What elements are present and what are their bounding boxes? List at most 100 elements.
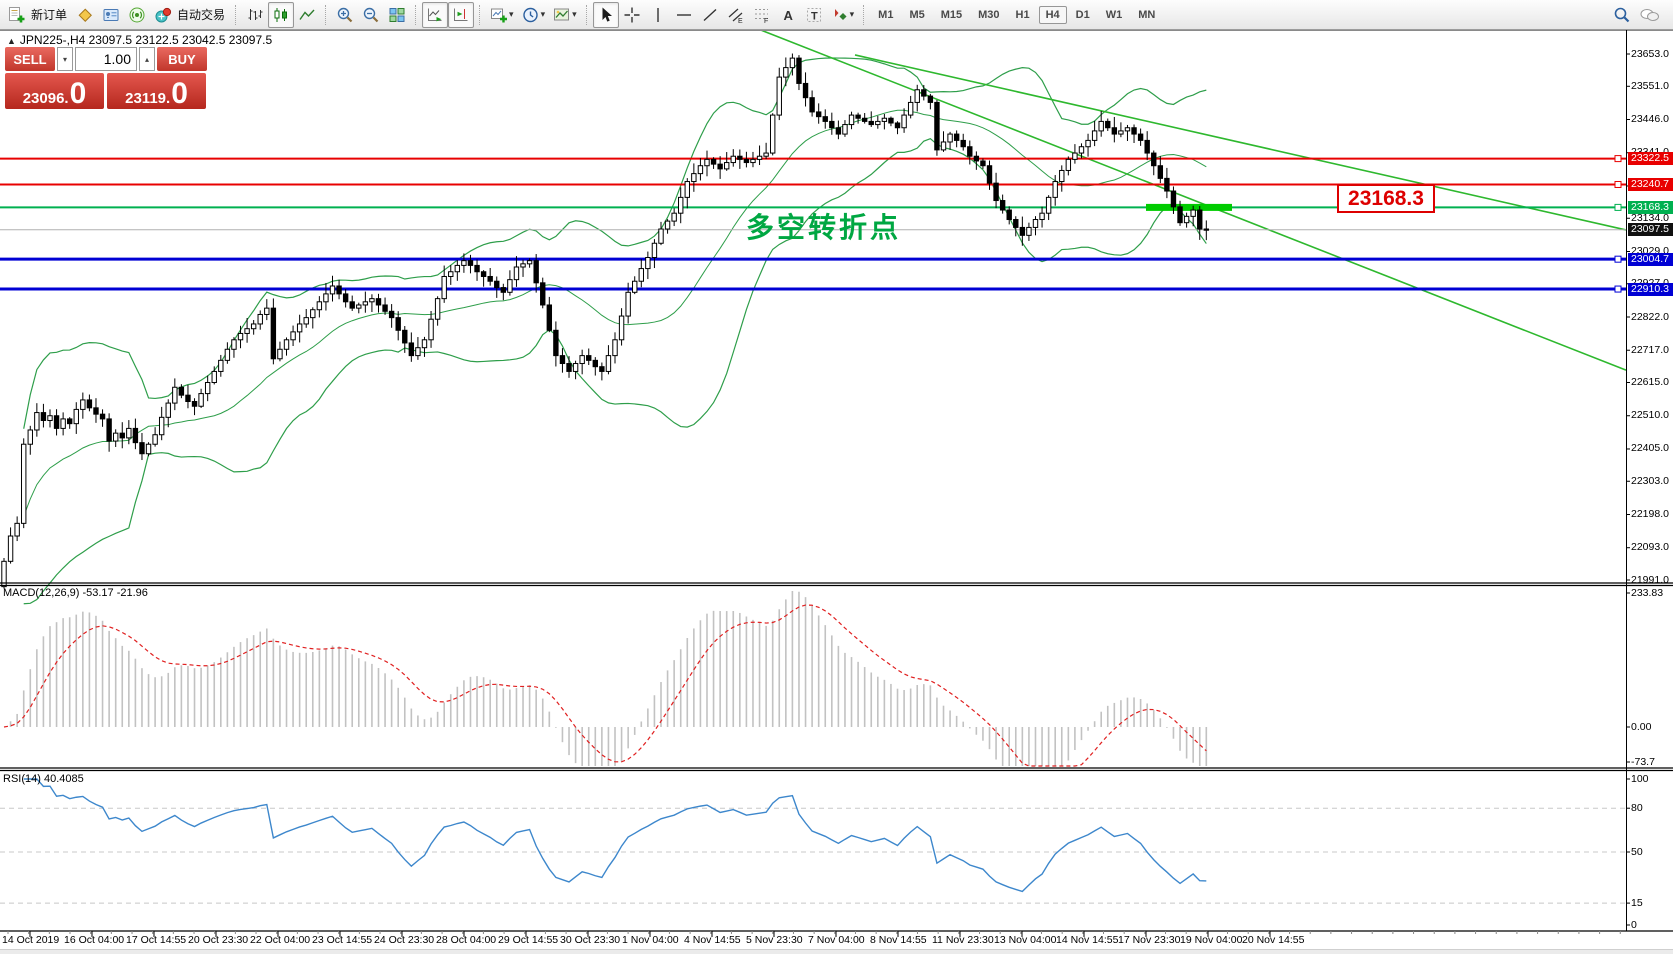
buy-price-main: 23119.: [125, 90, 171, 107]
time-tick-label: 22 Oct 04:00: [250, 934, 311, 946]
sell-price[interactable]: 23096. 0: [5, 73, 104, 109]
timeframe-w1[interactable]: W1: [1105, 8, 1123, 21]
toolbar-separator: [235, 4, 237, 25]
chart-shift-button[interactable]: [448, 1, 475, 28]
timeframe-m1[interactable]: M1: [878, 8, 894, 21]
search-icon[interactable]: [1613, 6, 1631, 24]
zoom-in-icon: [337, 7, 353, 22]
clock-icon: [522, 7, 538, 22]
svg-text:T: T: [811, 10, 818, 22]
svg-text:A: A: [783, 8, 793, 23]
time-tick-label: 8 Nov 14:55: [870, 934, 927, 946]
bar-chart-button[interactable]: [242, 2, 268, 28]
time-tick-label: 28 Oct 04:00: [436, 934, 497, 946]
time-tick-label: 5 Nov 23:30: [746, 934, 803, 946]
arrows-shapes-icon: [834, 8, 847, 20]
time-tick-label: 7 Nov 04:00: [808, 934, 865, 946]
timeframe-h4[interactable]: H4: [1038, 5, 1067, 24]
tile-windows-button[interactable]: [384, 2, 410, 28]
chart-canvas[interactable]: [0, 30, 1673, 954]
volume-input[interactable]: [75, 47, 137, 71]
text-label-icon: T: [806, 7, 821, 22]
toolbar-separator: [863, 4, 865, 25]
sell-button[interactable]: SELL: [5, 47, 55, 71]
trendline-tool-button[interactable]: [697, 2, 723, 28]
autotrading-icon: [155, 7, 172, 22]
periods-button[interactable]: ▾: [518, 2, 550, 28]
templates-button[interactable]: ▾: [549, 2, 581, 28]
caret-down-icon: ▾: [572, 9, 577, 19]
new-chart-button[interactable]: ▾: [486, 2, 518, 28]
chart-area: [0, 30, 1673, 954]
caret-down-icon: ▾: [849, 9, 855, 19]
timeframe-mn[interactable]: MN: [1138, 8, 1156, 21]
toolbar-separator: [415, 4, 417, 25]
horizontal-line-icon: [676, 13, 691, 16]
timeframe-d1[interactable]: D1: [1075, 8, 1090, 21]
zoom-out-button[interactable]: [358, 2, 384, 28]
template-image-icon: [554, 8, 570, 20]
time-tick-label: 1 Nov 04:00: [622, 934, 679, 946]
fibonacci-tool-button[interactable]: F: [749, 2, 775, 28]
caret-down-icon: ▾: [540, 9, 546, 19]
chart-shift-icon: [454, 8, 468, 21]
sell-price-big-digit: 0: [69, 77, 87, 110]
volume-increase-button[interactable]: ▴: [139, 47, 155, 71]
window-bottom-edge: [0, 949, 1673, 954]
trendline-icon: [703, 8, 717, 21]
caret-up-icon: ▴: [144, 54, 149, 64]
caret-down-icon: ▾: [509, 9, 514, 19]
rsi-indicator-label: RSI(14) 40.4085: [3, 773, 84, 785]
buy-price-big-digit: 0: [171, 77, 188, 110]
timeframe-m30[interactable]: M30: [978, 8, 1000, 21]
autotrading-button[interactable]: [150, 2, 176, 28]
symbol-title: ▲ JPN225-,H4 23097.5 23122.5 23042.5 2309…: [7, 33, 272, 47]
price-box-annotation: 23168.3: [1337, 184, 1435, 213]
zoom-in-button[interactable]: [332, 2, 358, 28]
time-tick-label: 13 Nov 04:00: [994, 934, 1057, 946]
signal-icon: [129, 7, 145, 22]
arrows-tool-button[interactable]: ▾: [827, 2, 859, 28]
crosshair-icon: [624, 7, 640, 22]
timeframe-m15[interactable]: M15: [940, 8, 963, 21]
collapse-quote-icon[interactable]: ▲: [7, 36, 16, 46]
vertical-line-icon: [656, 7, 659, 22]
candlestick-chart-button[interactable]: [268, 1, 295, 28]
symbol-ohlc-text: JPN225-,H4 23097.5 23122.5 23042.5 23097…: [19, 33, 273, 47]
crosshair-tool-button[interactable]: [619, 2, 645, 28]
horizontal-line-tool-button[interactable]: [671, 2, 697, 28]
text-tool-button[interactable]: A: [775, 2, 801, 28]
new-order-label: 新订单: [31, 8, 68, 22]
svg-text:E: E: [738, 18, 743, 24]
zoom-out-icon: [363, 7, 379, 22]
caret-down-icon: ▾: [62, 54, 67, 64]
profiles-button[interactable]: [72, 2, 98, 28]
buy-price[interactable]: 23119. 0: [107, 73, 206, 109]
auto-scroll-button[interactable]: [422, 1, 449, 28]
bars-chart-icon: [248, 8, 263, 20]
time-tick-label: 14 Oct 2019: [2, 934, 60, 946]
line-chart-button[interactable]: [294, 2, 320, 28]
toolbar-separator: [325, 4, 327, 25]
volume-decrease-button[interactable]: ▾: [57, 47, 73, 71]
vertical-line-tool-button[interactable]: [645, 2, 671, 28]
time-axis[interactable]: 14 Oct 2019 16 Oct 04:00 17 Oct 14:55 20 Oc…: [0, 934, 1673, 949]
auto-scroll-icon: [428, 8, 442, 21]
fibonacci-icon: F: [754, 8, 768, 24]
new-order-button[interactable]: [4, 2, 30, 28]
equidistant-channel-tool-button[interactable]: E: [723, 2, 749, 28]
toolbar-separator: [479, 4, 481, 25]
one-click-trading-panel: SELL ▾ ▴ BUY 23096.0 23119.0: [5, 47, 207, 109]
timeframe-m5[interactable]: M5: [909, 8, 925, 21]
channel-icon: E: [728, 8, 743, 24]
text-label-tool-button[interactable]: T: [801, 2, 827, 28]
market-watch-button[interactable]: [98, 2, 124, 28]
buy-button[interactable]: BUY: [157, 47, 207, 71]
time-tick-label: 23 Oct 14:55: [312, 934, 373, 946]
signals-button[interactable]: [124, 2, 150, 28]
market-watch-icon: [103, 8, 119, 21]
chat-icon[interactable]: [1639, 6, 1661, 24]
timeframe-h1[interactable]: H1: [1015, 8, 1030, 21]
cursor-tool-button[interactable]: [592, 1, 619, 28]
